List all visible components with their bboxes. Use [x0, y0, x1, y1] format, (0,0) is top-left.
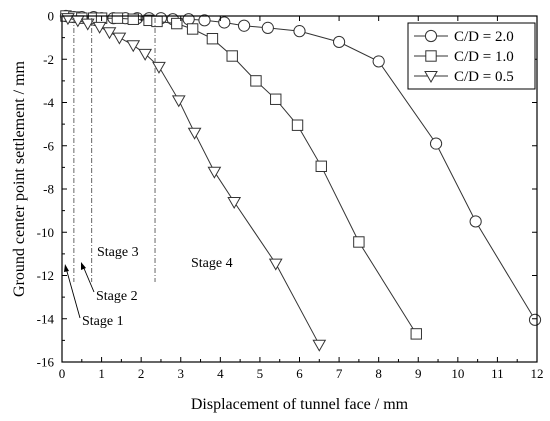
stage-3-label: Stage 3 — [97, 245, 139, 260]
x-axis-title: Displacement of tunnel face / mm — [191, 396, 409, 413]
series-line-square — [65, 15, 417, 335]
data-point-circle — [372, 55, 385, 68]
legend-marker-circle — [424, 29, 438, 43]
y-tick-label: -6 — [43, 138, 54, 153]
y-tick-label: 0 — [48, 9, 55, 24]
data-point-triangle-down — [152, 61, 166, 74]
data-point-triangle-down — [102, 27, 117, 40]
annotations: Stage 1 Stage 2 Stage 3 Stage 4 — [64, 245, 233, 329]
y-tick-label: -14 — [37, 311, 55, 326]
legend-label: C/D = 0.5 — [454, 69, 514, 85]
y-tick-label: -4 — [43, 95, 54, 110]
x-tick-label: 12 — [531, 366, 544, 381]
data-point-circle — [332, 35, 346, 49]
legend-marker-triangle-down — [424, 71, 438, 84]
data-point-circle — [528, 313, 542, 326]
data-point-triangle-down — [207, 166, 222, 179]
data-point-square — [353, 236, 365, 248]
data-point-triangle-down — [268, 258, 283, 271]
data-point-circle — [469, 215, 482, 228]
data-point-circle — [261, 21, 274, 34]
data-point-square — [226, 50, 238, 62]
x-tick-label: 8 — [375, 366, 382, 381]
legend-label: C/D = 1.0 — [454, 49, 514, 65]
stage-4-label: Stage 4 — [191, 256, 233, 271]
data-point-circle — [182, 13, 195, 26]
data-point-triangle-down — [171, 95, 186, 108]
x-tick-label: 5 — [257, 366, 264, 381]
data-point-triangle-down — [138, 48, 152, 61]
data-point-triangle-down — [312, 339, 327, 352]
data-point-square — [270, 93, 282, 105]
data-point-triangle-down — [187, 127, 202, 140]
data-point-circle — [198, 14, 211, 27]
x-tick-label: 6 — [296, 366, 303, 381]
y-tick-label: -10 — [37, 225, 54, 240]
data-point-square — [186, 23, 199, 35]
data-point-square — [291, 119, 304, 131]
data-point-triangle-down — [112, 32, 127, 45]
data-point-square — [151, 15, 163, 28]
legend-marker-square — [425, 50, 437, 62]
data-point-circle — [218, 16, 231, 29]
data-point-square — [171, 17, 183, 30]
stage-1-label: Stage 1 — [82, 314, 124, 329]
x-tick-label: 3 — [178, 366, 185, 381]
x-tick-label: 0 — [59, 366, 66, 381]
data-point-triangle-down — [126, 40, 141, 53]
x-tick-label: 7 — [336, 366, 343, 381]
data-point-square — [111, 12, 124, 24]
x-tick-label: 10 — [451, 366, 464, 381]
stage-1-pointer — [65, 267, 81, 319]
stage-2-label: Stage 2 — [96, 289, 138, 304]
data-point-triangle-down — [92, 21, 107, 34]
data-point-square — [206, 33, 219, 45]
y-tick-label: -8 — [43, 182, 54, 197]
stage-2-arrowhead — [81, 262, 86, 270]
stage-1-arrowhead — [64, 264, 69, 272]
data-point-circle — [237, 19, 251, 32]
data-point-square — [250, 75, 262, 87]
data-point-square — [127, 13, 139, 25]
axes: 0 1 2 3 4 5 6 7 8 9 10 11 120-2-4-6-8-10-12-14-16Dis… — [11, 9, 544, 414]
legend: C/D = 2.0 C/D = 1.0 C/D = 0.5 — [407, 22, 536, 90]
data-point-square — [410, 328, 422, 340]
data-point-circle — [429, 137, 443, 150]
legend-label: C/D = 2.0 — [454, 29, 514, 45]
series-layer — [59, 9, 542, 352]
x-tick-label: 9 — [415, 366, 422, 381]
stage-2-pointer — [82, 265, 95, 293]
x-tick-label: 1 — [98, 366, 105, 381]
data-point-square — [315, 160, 327, 172]
y-tick-label: -2 — [43, 52, 54, 67]
stage-lines — [73, 18, 156, 282]
y-tick-label: -16 — [37, 355, 55, 370]
x-tick-label: 4 — [217, 366, 224, 381]
y-tick-label: -12 — [37, 268, 54, 283]
data-point-triangle-down — [80, 18, 95, 31]
data-point-circle — [293, 25, 306, 38]
data-point-triangle-down — [227, 196, 242, 209]
y-axis-title: Ground center point settlement / mm — [11, 60, 28, 297]
x-tick-label: 11 — [491, 366, 504, 381]
x-tick-label: 2 — [138, 366, 145, 381]
